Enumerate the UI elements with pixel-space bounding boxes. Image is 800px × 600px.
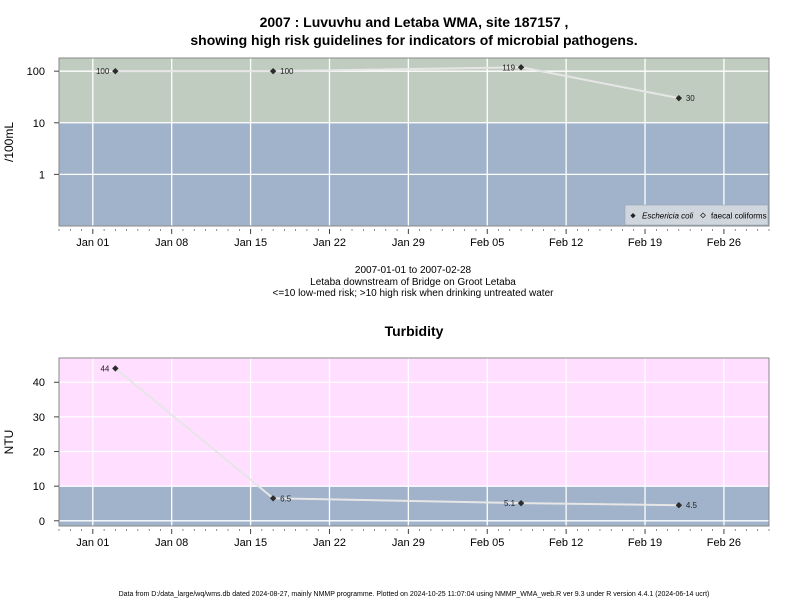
data-label: 100 — [280, 67, 294, 76]
chart2-frame — [58, 357, 770, 527]
y-tick-label: 1 — [39, 169, 45, 181]
x-tick-label: Feb 12 — [549, 237, 583, 249]
y-tick-label: 30 — [33, 412, 45, 424]
data-label: 100 — [96, 67, 110, 76]
x-tick-label: Jan 08 — [155, 237, 188, 249]
x-tick-label: Feb 19 — [628, 237, 662, 249]
x-tick-label: Jan 01 — [76, 237, 109, 249]
x-tick-label: Jan 15 — [234, 537, 267, 549]
series-line — [115, 66, 680, 100]
x-tick-label: Jan 29 — [392, 237, 425, 249]
data-point — [517, 499, 525, 507]
y-tick-label: 100 — [27, 66, 45, 78]
footer-note: Data from D:/data_large/wq/wms.db dated … — [119, 591, 710, 598]
chart2-x-axis: Jan 01 Jan 08 Jan 15 Jan 22 Jan 29 Feb 05 Feb … — [58, 529, 770, 549]
data-point — [269, 495, 277, 502]
risk-band — [59, 358, 769, 487]
chart1-series: 100 100 119 30 — [96, 63, 695, 103]
x-tick-label: Jan 15 — [234, 237, 267, 249]
chart2-y-axis: 0 10 20 30 40 — [33, 377, 59, 528]
data-point — [675, 502, 683, 509]
chart1-frame — [58, 57, 770, 227]
legend-box — [624, 204, 769, 226]
data-point — [675, 94, 683, 102]
risk-band — [59, 486, 769, 526]
legend-filled-diamond-icon — [630, 213, 636, 219]
x-tick-label: Feb 26 — [707, 237, 741, 249]
data-label: 119 — [502, 63, 515, 72]
legend-item-faecal-coliforms: faecal coliforms — [711, 212, 767, 221]
chart2-title: Turbidity — [385, 323, 444, 339]
data-label: 5.1 — [504, 499, 516, 508]
y-tick-label: 10 — [33, 481, 45, 493]
risk-band — [59, 58, 769, 123]
x-tick-label: Feb 05 — [470, 537, 504, 549]
x-tick-label: Jan 29 — [392, 537, 425, 549]
x-tick-label: Jan 22 — [313, 237, 346, 249]
chart1-y-axis: 1 10 100 — [27, 66, 59, 181]
data-point — [112, 67, 119, 75]
legend-open-diamond-icon — [700, 212, 706, 219]
data-point — [269, 67, 277, 75]
chart1-caption-daterange: 2007-01-01 to 2007-02-28 — [355, 265, 472, 276]
y-tick-label: 10 — [33, 118, 45, 130]
x-tick-label: Feb 05 — [470, 237, 504, 249]
chart1-x-axis: Jan 01 Jan 08 Jan 15 Jan 22 Jan 29 Feb 05 Feb … — [58, 229, 770, 249]
chart1-y-label: /100mL — [2, 122, 16, 162]
chart1-caption-site: Letaba downstream of Bridge on Groot Let… — [310, 277, 516, 288]
data-point — [517, 64, 525, 71]
legend-item-ecoli: Eschericia coli — [642, 212, 693, 221]
data-label: 30 — [686, 94, 695, 103]
x-tick-label: Feb 26 — [707, 537, 741, 549]
chart1-legend: Eschericia coli faecal coliforms — [624, 204, 769, 226]
data-point — [112, 365, 119, 372]
chart2-gridlines — [59, 358, 769, 526]
y-tick-label: 20 — [33, 447, 45, 459]
y-tick-label: 0 — [39, 516, 45, 528]
chart2-series: 44 6.5 5.1 4.5 — [100, 364, 697, 510]
x-tick-label: Jan 22 — [313, 537, 346, 549]
chart2-risk-bands — [59, 358, 769, 526]
x-tick-label: Feb 19 — [628, 537, 662, 549]
x-tick-label: Feb 12 — [549, 537, 583, 549]
microbial-chart: 2007 : Luvuvhu and Letaba WMA, site 1871… — [2, 14, 770, 299]
x-tick-label: Jan 01 — [76, 537, 109, 549]
chart1-title-line2: showing high risk guidelines for indicat… — [190, 32, 637, 48]
data-label: 4.5 — [686, 501, 698, 510]
chart1-gridlines — [59, 58, 769, 226]
chart1-caption-risk: <=10 low-med risk; >10 high risk when dr… — [273, 288, 555, 299]
y-tick-label: 40 — [33, 377, 45, 389]
data-label: 6.5 — [280, 494, 292, 503]
chart1-risk-bands — [59, 58, 769, 226]
x-tick-label: Jan 08 — [155, 537, 188, 549]
series-line — [114, 367, 679, 507]
chart2-y-label: NTU — [2, 430, 16, 455]
chart1-title-line1: 2007 : Luvuvhu and Letaba WMA, site 1871… — [260, 14, 569, 30]
data-label: 44 — [100, 364, 109, 373]
